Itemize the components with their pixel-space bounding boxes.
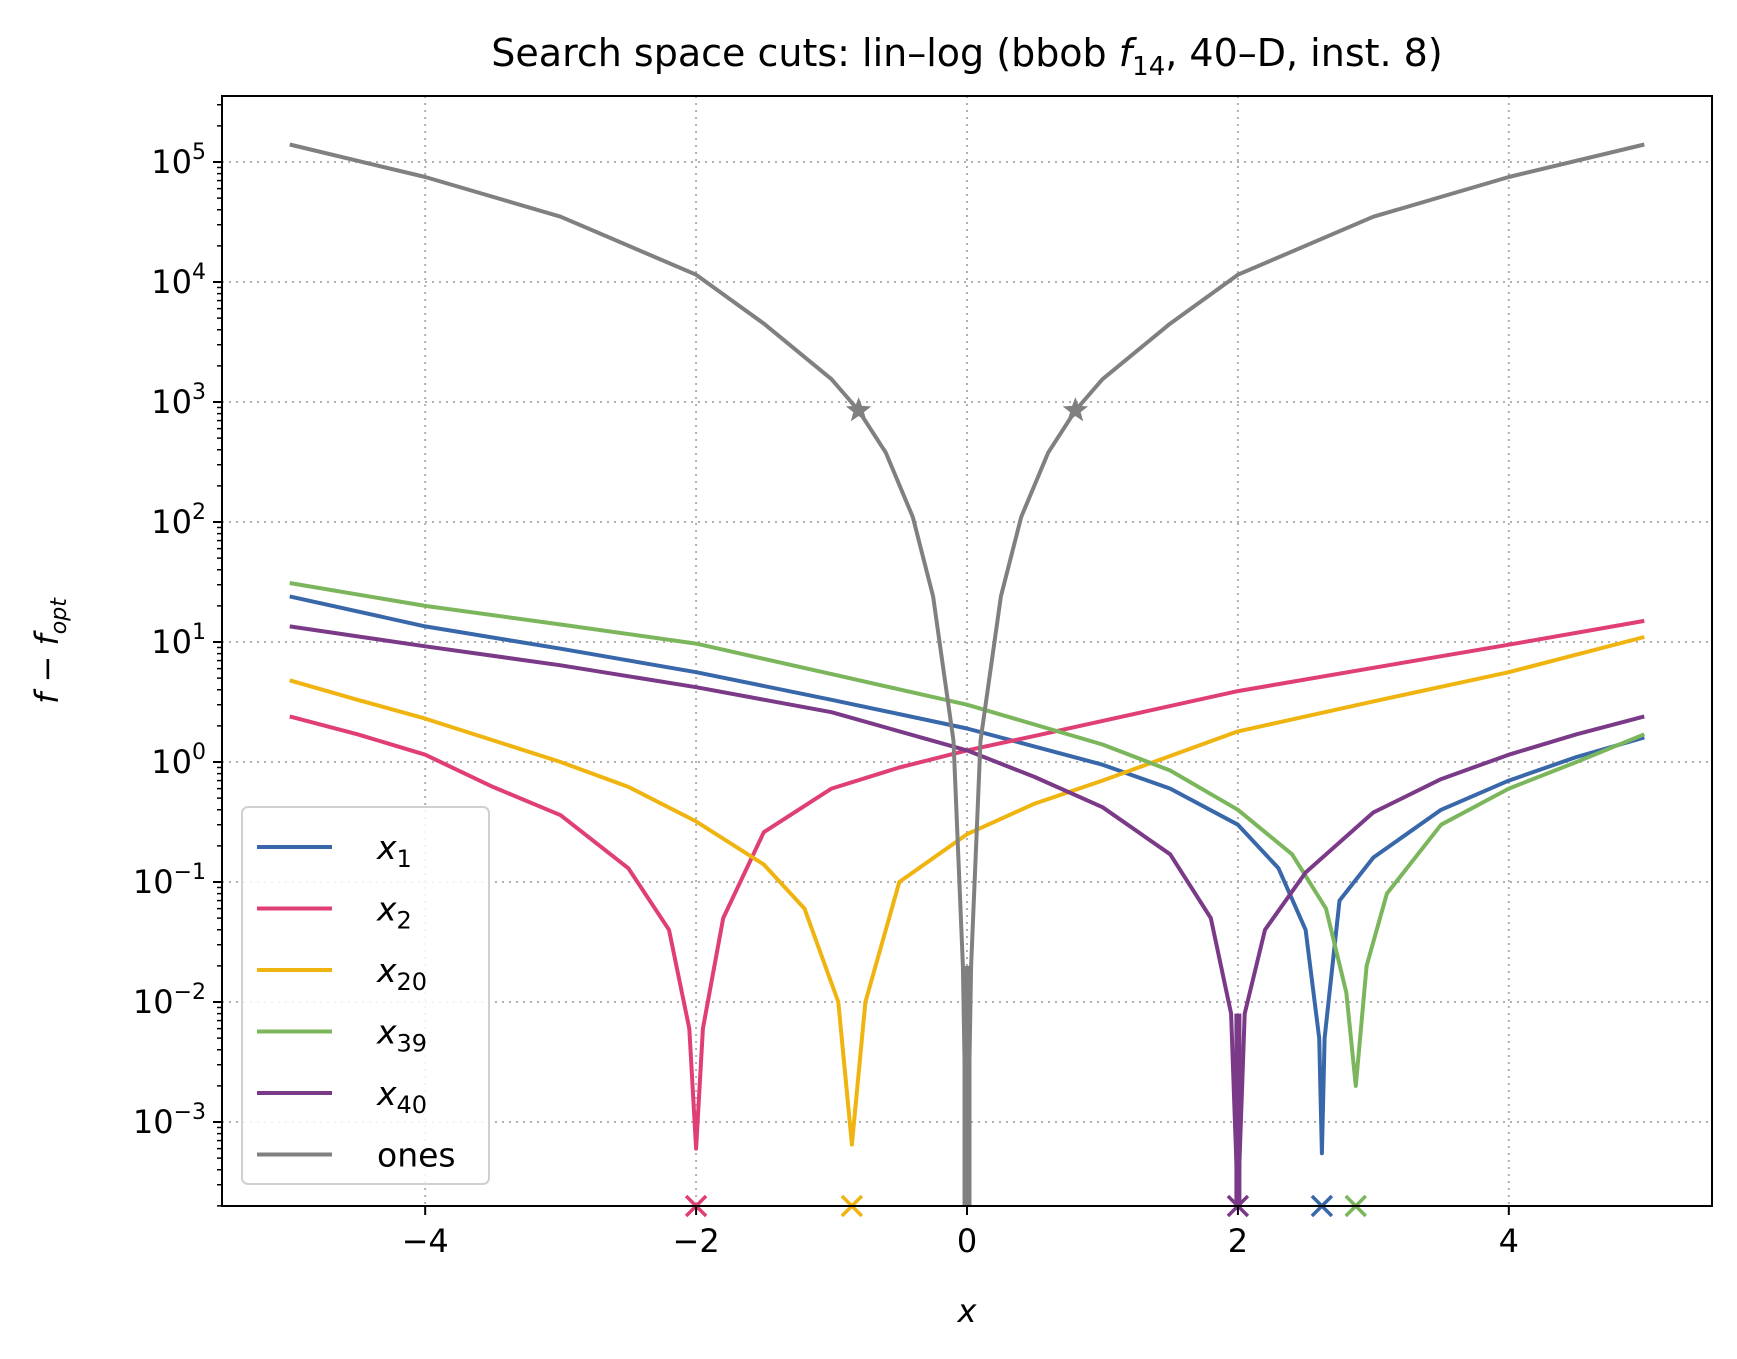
chart-title-prefix: Search space cuts: lin–log (bbob — [491, 31, 1118, 75]
series-line-x1 — [289, 594, 1645, 1156]
legend-label: x20 — [376, 951, 427, 996]
y-tick-label: 104 — [151, 260, 206, 301]
legend-label-sub: 2 — [397, 907, 412, 935]
y-axis-label-sub: opt — [47, 597, 72, 634]
y-tick-exponent: −3 — [174, 1100, 206, 1125]
legend-label-main: x — [376, 890, 397, 929]
x-tick-label: −4 — [402, 1222, 449, 1260]
y-tick-exponent: 3 — [192, 380, 206, 405]
y-tick-exponent: 5 — [192, 140, 206, 165]
y-tick-exponent: −2 — [174, 980, 206, 1005]
y-tick-exponent: 0 — [192, 740, 206, 765]
series-line-x2 — [289, 618, 1645, 1151]
x-tick-label: 4 — [1499, 1222, 1519, 1260]
x-tick-label: 2 — [1228, 1222, 1248, 1260]
x-axis-label: x — [957, 1292, 978, 1330]
y-tick-label: 10−3 — [133, 1100, 206, 1141]
y-tick-label: 103 — [151, 380, 206, 421]
y-tick-label: 105 — [151, 140, 206, 181]
legend-label-main: x — [376, 1013, 397, 1052]
legend-label-sub: 20 — [397, 968, 428, 996]
y-tick-label: 10−2 — [133, 980, 206, 1021]
y-tick-exponent: 2 — [192, 500, 206, 525]
legend-label-sub: 40 — [397, 1091, 428, 1119]
y-tick-base: 10 — [151, 263, 192, 301]
x-tick-label: −2 — [673, 1222, 720, 1260]
y-tick-exponent: 1 — [192, 620, 206, 645]
series-line-x40 — [289, 624, 1645, 1206]
x-tick-label: 0 — [957, 1222, 977, 1260]
chart-title-func-sub: 14 — [1132, 52, 1165, 82]
legend-label: x40 — [376, 1074, 427, 1119]
y-tick-label: 100 — [151, 740, 206, 781]
y-tick-base: 10 — [133, 983, 174, 1021]
star-marker — [845, 397, 872, 422]
y-tick-label: 10−1 — [133, 860, 206, 901]
y-tick-base: 10 — [133, 863, 174, 901]
y-tick-base: 10 — [151, 623, 192, 661]
series-layer — [289, 142, 1646, 1206]
legend-label-main: x — [376, 951, 397, 990]
legend-label: x1 — [376, 828, 412, 873]
y-tick-base: 10 — [151, 383, 192, 421]
legend-label: x39 — [376, 1013, 427, 1058]
series-line-x39 — [289, 581, 1646, 1088]
series-line-x20 — [289, 635, 1645, 1147]
y-tick-base: 10 — [151, 503, 192, 541]
legend-label-sub: 39 — [397, 1030, 428, 1058]
y-tick-label: 101 — [151, 620, 206, 661]
legend-box — [241, 806, 490, 1185]
legend-label-main: x — [376, 828, 397, 867]
star-marker — [1062, 397, 1089, 422]
legend-label: ones — [377, 1136, 456, 1175]
legend-label: x2 — [376, 890, 412, 935]
y-tick-base: 10 — [151, 143, 192, 181]
y-tick-base: 10 — [133, 1103, 174, 1141]
chart-title: Search space cuts: lin–log (bbob f14, 40… — [491, 31, 1442, 82]
y-tick-exponent: −1 — [174, 860, 206, 885]
y-axis-label-main: f − f — [28, 629, 66, 703]
legend-label-sub: 1 — [397, 845, 412, 873]
y-tick-label: 102 — [151, 500, 206, 541]
y-tick-exponent: 4 — [192, 260, 206, 285]
legend-label-main: ones — [377, 1136, 456, 1175]
chart-title-suffix: , 40–D, inst. 8) — [1165, 31, 1442, 75]
legend-label-main: x — [376, 1074, 397, 1113]
y-tick-base: 10 — [151, 743, 192, 781]
y-axis-label: f − fopt — [28, 597, 72, 704]
x-axis-ticks: −4 −2 0 2 4 — [402, 1206, 1519, 1260]
